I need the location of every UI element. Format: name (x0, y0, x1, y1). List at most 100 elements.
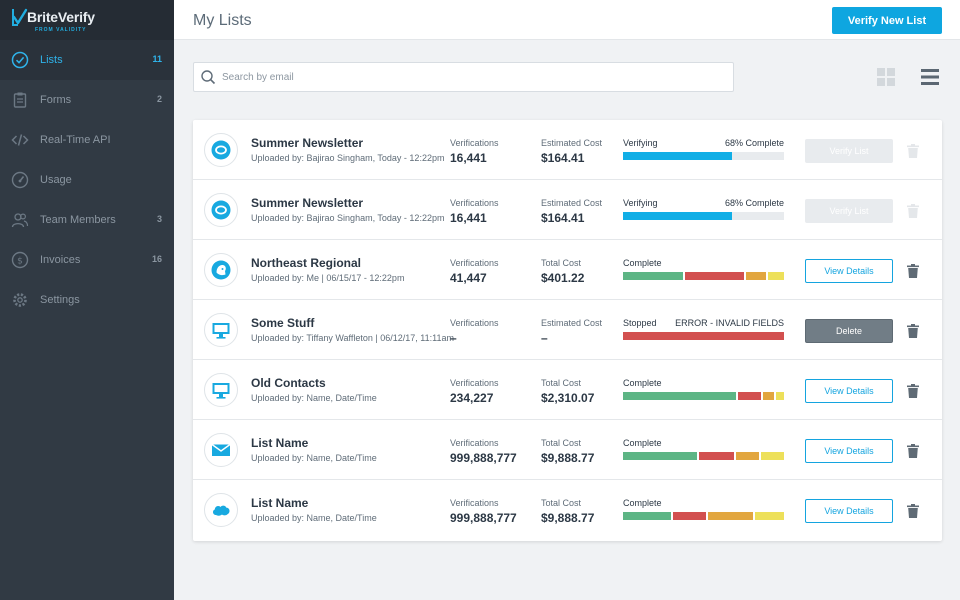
verify-new-list-button[interactable]: Verify New List (832, 7, 942, 34)
code-icon (11, 134, 29, 146)
sidebar-item-lists[interactable]: Lists 11 (0, 40, 174, 80)
table-row: Northeast Regional Uploaded by: Me | 06/1… (193, 240, 942, 300)
trash-icon (907, 144, 919, 158)
valid-segment (623, 392, 737, 400)
row-action-button: Verify List (805, 199, 893, 223)
list-view-icon[interactable] (921, 68, 939, 86)
cost-label: Estimated Cost (541, 138, 603, 148)
unknown-segment (707, 512, 753, 520)
list-name[interactable]: List Name (251, 436, 309, 450)
uploaded-by: Uploaded by: Name, Date/Time (251, 393, 377, 403)
progress-bar (623, 212, 784, 220)
row-action-button[interactable]: View Details (805, 439, 893, 463)
cost-value: $401.22 (541, 271, 585, 285)
table-row: Old Contacts Uploaded by: Name, Date/Time… (193, 360, 942, 420)
verifications-value: 16,441 (450, 151, 487, 165)
constant-contact-icon (210, 199, 232, 221)
sidebar-item-forms[interactable]: Forms 2 (0, 80, 174, 120)
status-label: Complete (623, 438, 662, 448)
sidebar-item-count: 16 (151, 254, 162, 264)
valid-segment (623, 452, 698, 460)
trash-icon[interactable] (907, 264, 919, 278)
valid-segment (623, 512, 672, 520)
status-label: Verifying (623, 198, 658, 208)
grid-view-icon[interactable] (877, 68, 895, 86)
list-source-icon (204, 133, 238, 167)
result-bar (623, 392, 784, 400)
brand-subtitle: FROM VALIDITY (35, 27, 87, 33)
verifications-value: 999,888,777 (450, 451, 517, 465)
sidebar-item-count: 11 (152, 54, 162, 64)
table-row: Summer Newsletter Uploaded by: Bajirao Si… (193, 180, 942, 240)
verifications-value: 16,441 (450, 211, 487, 225)
list-name[interactable]: Summer Newsletter (251, 196, 364, 210)
briteverify-logo-icon (12, 8, 28, 26)
sidebar-item-label: Settings (40, 294, 80, 306)
list-name[interactable]: Old Contacts (251, 376, 326, 390)
valid-segment (623, 272, 684, 280)
verifications-value: 999,888,777 (450, 511, 517, 525)
unknown-segment (746, 272, 767, 280)
accept-all-segment (776, 392, 784, 400)
status-label: Stopped (623, 318, 657, 328)
sidebar-item-settings[interactable]: Settings (0, 280, 174, 320)
check-circle-icon (11, 51, 29, 69)
sidebar-item-real-time-api[interactable]: Real-Time API (0, 120, 174, 160)
cost-value: $9,888.77 (541, 451, 595, 465)
verifications-label: Verifications (450, 318, 499, 328)
row-action-button[interactable]: View Details (805, 379, 893, 403)
trash-icon[interactable] (907, 444, 919, 458)
page-title: My Lists (193, 12, 252, 29)
verifications-label: Verifications (450, 258, 499, 268)
sidebar-item-label: Lists (40, 54, 63, 66)
row-action-button[interactable]: View Details (805, 499, 893, 523)
status-label: Complete (623, 378, 662, 388)
uploaded-by: Uploaded by: Bajirao Singham, Today - 12… (251, 213, 445, 223)
accept-all-segment (768, 272, 784, 280)
monitor-icon (210, 379, 232, 401)
list-source-icon (204, 193, 238, 227)
row-action-button[interactable]: View Details (805, 259, 893, 283)
invalid-segment (738, 392, 762, 400)
sidebar-item-label: Real-Time API (40, 134, 111, 146)
envelope-icon (210, 439, 232, 461)
sidebar-item-count: 2 (156, 94, 162, 104)
brand-name: BriteVerify (27, 9, 95, 25)
search-icon (201, 70, 216, 85)
list-name[interactable]: List Name (251, 496, 309, 510)
sidebar-item-usage[interactable]: Usage (0, 160, 174, 200)
trash-icon[interactable] (907, 504, 919, 518)
constant-contact-icon (210, 139, 232, 161)
table-row: List Name Uploaded by: Name, Date/Time Ver… (193, 420, 942, 480)
verifications-label: Verifications (450, 138, 499, 148)
sidebar-item-invoices[interactable]: $ Invoices 16 (0, 240, 174, 280)
sidebar-item-team-members[interactable]: Team Members 3 (0, 200, 174, 240)
status-label: Verifying (623, 138, 658, 148)
uploaded-by: Uploaded by: Me | 06/15/17 - 12:22pm (251, 273, 405, 283)
sidebar-item-count: 3 (156, 214, 162, 224)
uploaded-by: Uploaded by: Bajirao Singham, Today - 12… (251, 153, 445, 163)
row-action-button[interactable]: Delete (805, 319, 893, 343)
sidebar-item-label: Team Members (40, 214, 116, 226)
progress-fill (623, 152, 733, 160)
verifications-label: Verifications (450, 198, 499, 208)
result-bar (623, 452, 784, 460)
uploaded-by: Uploaded by: Name, Date/Time (251, 513, 377, 523)
brand-header: BriteVerify FROM VALIDITY (0, 0, 174, 40)
clipboard-icon (13, 92, 27, 108)
list-name[interactable]: Northeast Regional (251, 256, 362, 270)
lists-table: Summer Newsletter Uploaded by: Bajirao Si… (193, 120, 942, 541)
list-name[interactable]: Summer Newsletter (251, 136, 364, 150)
search-input[interactable] (222, 68, 722, 86)
svg-text:$: $ (17, 257, 23, 267)
trash-icon[interactable] (907, 384, 919, 398)
verifications-value: 234,227 (450, 391, 494, 405)
cost-label: Total Cost (541, 498, 582, 508)
cost-label: Estimated Cost (541, 318, 603, 328)
list-name[interactable]: Some Stuff (251, 316, 315, 330)
trash-icon[interactable] (907, 324, 919, 338)
row-action-button: Verify List (805, 139, 893, 163)
progress-fill (623, 212, 733, 220)
list-source-icon (204, 433, 238, 467)
top-bar: My Lists Verify New List (174, 0, 960, 40)
